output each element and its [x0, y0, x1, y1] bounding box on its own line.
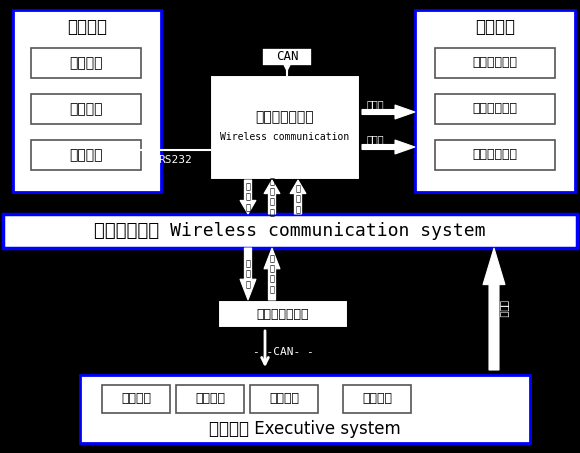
Text: 操控系统: 操控系统 [67, 18, 107, 36]
Text: 通信模块: 通信模块 [69, 148, 103, 162]
Text: 视频包: 视频包 [499, 300, 509, 318]
Text: - -CAN- -: - -CAN- - [253, 347, 313, 357]
Text: 包
络
状
态: 包 络 状 态 [270, 177, 274, 217]
Text: 操作信号显示: 操作信号显示 [473, 57, 517, 69]
Bar [13, 10, 161, 192]
Text: 无线通信服务器: 无线通信服务器 [257, 308, 309, 321]
Bar [31, 140, 141, 170]
Text: CAN: CAN [276, 50, 298, 63]
Text: 状态采集: 状态采集 [269, 392, 299, 405]
Text: 操作模块: 操作模块 [69, 56, 103, 70]
Polygon shape [264, 180, 280, 214]
Text: 显示系统: 显示系统 [475, 18, 515, 36]
Bar [218, 300, 348, 328]
Bar [262, 48, 312, 66]
Bar [3, 214, 577, 248]
Text: 信号采集: 信号采集 [69, 102, 103, 116]
Polygon shape [240, 248, 256, 300]
Bar [80, 375, 530, 443]
Text: 视频采集: 视频采集 [362, 392, 392, 405]
Polygon shape [362, 140, 415, 154]
Text: 状态包: 状态包 [366, 99, 384, 109]
Bar [435, 48, 555, 78]
Text: 包
录
像: 包 录 像 [295, 184, 300, 214]
Bar [435, 140, 555, 170]
Polygon shape [483, 248, 505, 370]
Bar [210, 75, 360, 180]
Text: 无线通信系统 Wireless communication system: 无线通信系统 Wireless communication system [94, 222, 486, 240]
Bar [102, 385, 170, 413]
Text: Wireless communication: Wireless communication [220, 132, 350, 143]
Text: RS232: RS232 [158, 155, 192, 165]
Bar [31, 94, 141, 124]
Text: 执行系统 Executive system: 执行系统 Executive system [209, 420, 401, 438]
Bar [435, 94, 555, 124]
Text: 行车控制: 行车控制 [121, 392, 151, 405]
Bar [176, 385, 244, 413]
Text: 包
令
包: 包 令 包 [245, 182, 251, 212]
Text: 包
络
状
态: 包 络 状 态 [270, 254, 274, 294]
Polygon shape [290, 180, 306, 214]
Polygon shape [362, 105, 415, 119]
Text: 包
令
包: 包 令 包 [245, 259, 251, 289]
Bar [250, 385, 318, 413]
Polygon shape [240, 180, 256, 214]
Bar [343, 385, 411, 413]
Bar [31, 48, 141, 78]
Text: 无线通信客户端: 无线通信客户端 [256, 111, 314, 125]
Text: 视频包: 视频包 [366, 134, 384, 144]
Text: 状态信号显示: 状态信号显示 [473, 102, 517, 116]
Bar [415, 10, 575, 192]
Polygon shape [264, 248, 280, 300]
Text: 视频图像显示: 视频图像显示 [473, 149, 517, 162]
Text: 铲斗控制: 铲斗控制 [195, 392, 225, 405]
